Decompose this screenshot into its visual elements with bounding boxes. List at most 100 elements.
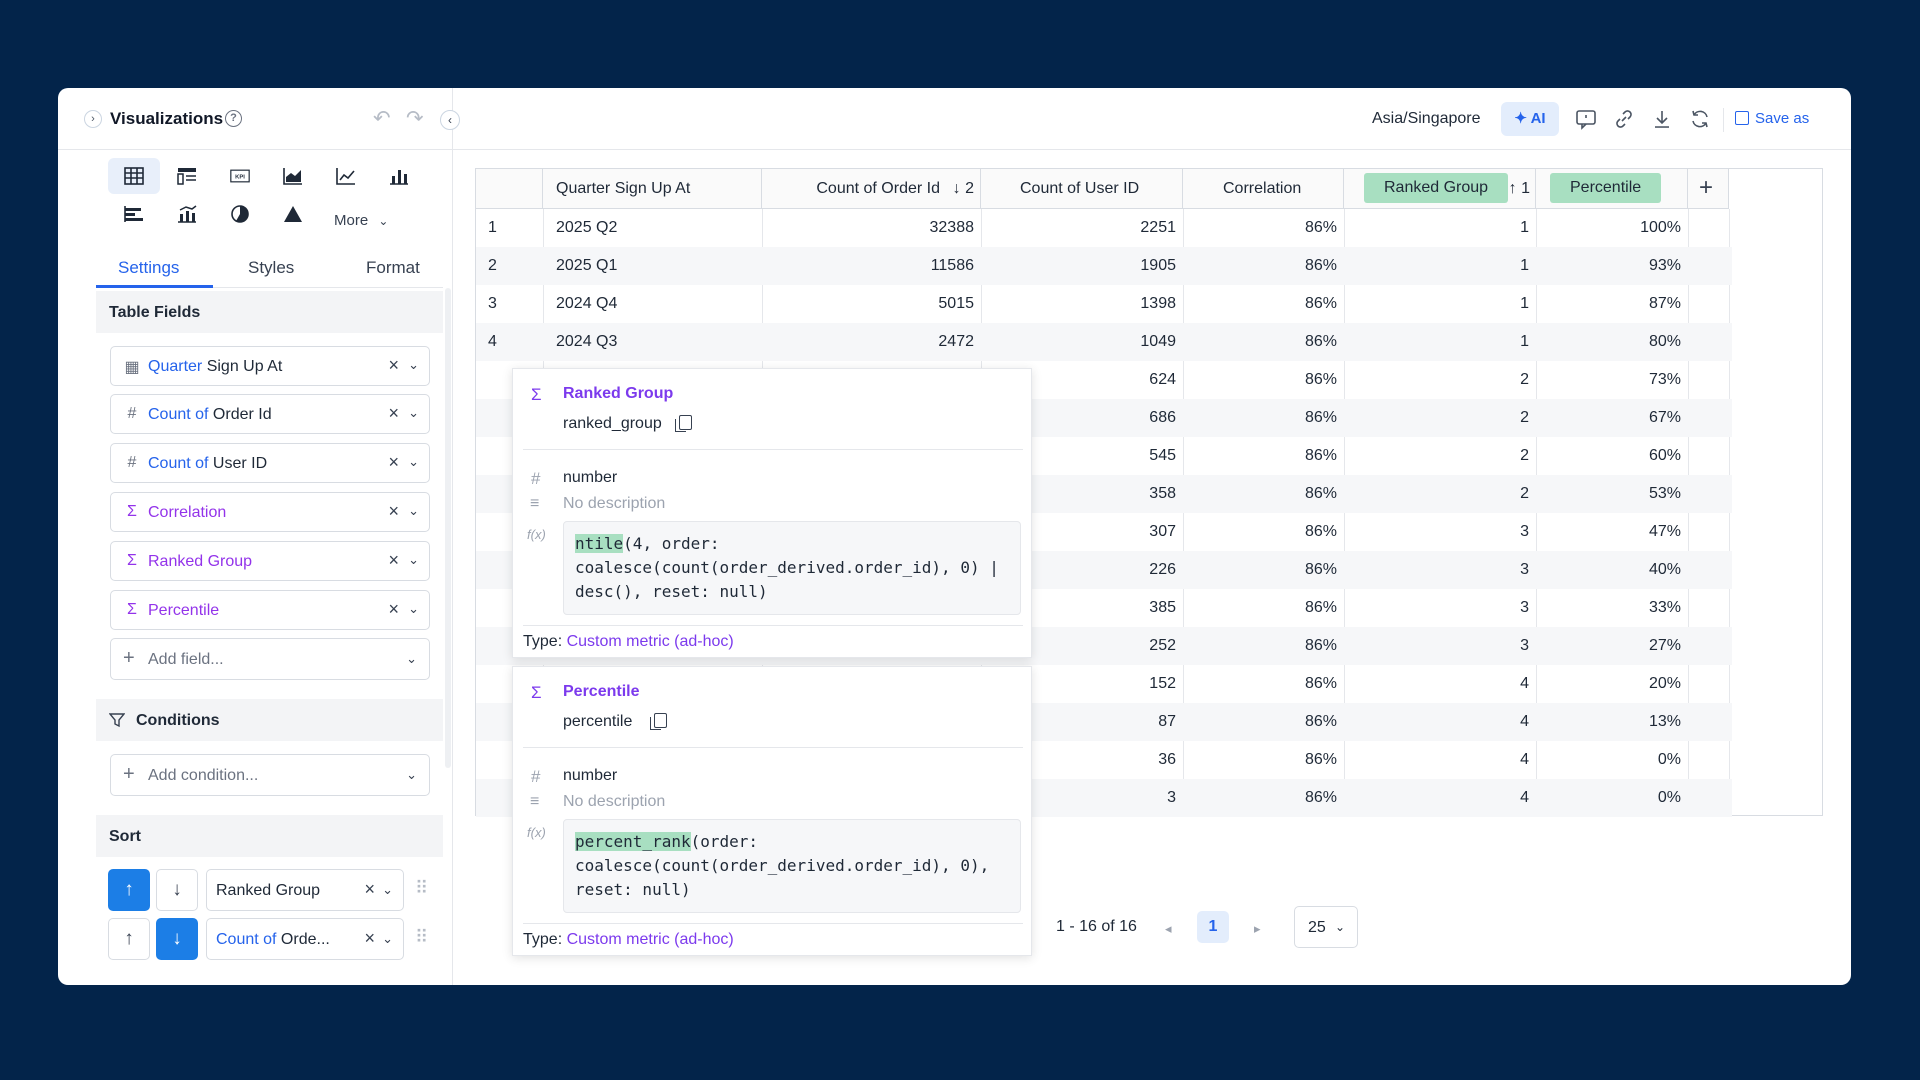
toolbar-divider — [1723, 108, 1724, 132]
header-percentile[interactable]: Percentile — [1536, 169, 1688, 209]
drag-handle-icon[interactable]: ⠿ — [415, 927, 428, 947]
timezone-selector[interactable]: Asia/Singapore — [1372, 110, 1481, 127]
table-cell: 20% — [1648, 675, 1681, 692]
header-correlation[interactable]: Correlation — [1183, 169, 1344, 209]
header-label: Count of User ID — [1020, 180, 1140, 197]
remove-sort-icon[interactable]: × — [364, 928, 375, 948]
header-label: Ranked Group — [1364, 173, 1509, 203]
horizontal-bar-viz-icon[interactable] — [108, 196, 160, 232]
tab-settings[interactable]: Settings — [118, 258, 180, 277]
page-number-button[interactable]: 1 — [1197, 911, 1229, 943]
link-icon[interactable] — [1613, 108, 1635, 130]
remove-field-icon[interactable]: × — [388, 355, 399, 375]
header-ranked-group[interactable]: Ranked Group ↑ 1 — [1344, 169, 1536, 209]
download-icon[interactable] — [1651, 108, 1673, 130]
table-cell: 2251 — [1140, 219, 1176, 236]
plus-icon: + — [1699, 174, 1714, 201]
percentile-popover: Σ Percentile percentile # number ≡ No de… — [512, 666, 1032, 956]
undo-icon[interactable]: ↶ — [373, 107, 391, 130]
chevron-down-icon[interactable]: ⌄ — [382, 882, 393, 897]
tab-styles[interactable]: Styles — [248, 258, 295, 277]
more-viz-button[interactable]: More ⌄ — [334, 212, 388, 229]
chevron-down-icon[interactable]: ⌄ — [382, 931, 393, 946]
remove-field-icon[interactable]: × — [388, 599, 399, 619]
kpi-viz-icon[interactable]: KPI — [214, 158, 266, 194]
add-condition-select[interactable]: + Add condition... ⌄ — [110, 754, 430, 796]
remove-field-icon[interactable]: × — [388, 501, 399, 521]
chevron-down-icon[interactable]: ⌄ — [408, 454, 419, 469]
field-percentile[interactable]: Σ Percentile × ⌄ — [110, 590, 430, 630]
add-column-button[interactable]: + — [1688, 169, 1729, 209]
area-chart-viz-icon[interactable] — [267, 158, 319, 194]
redo-icon[interactable]: ↷ — [406, 107, 424, 130]
pivot-viz-icon[interactable] — [161, 158, 213, 194]
ai-button[interactable]: ✦ AI — [1501, 102, 1559, 136]
table-row: 36 86% 4 0% — [476, 741, 1732, 779]
next-page-icon[interactable]: ▸ — [1254, 921, 1261, 936]
add-field-select[interactable]: + Add field... ⌄ — [110, 638, 430, 680]
tab-format[interactable]: Format — [366, 258, 420, 277]
table-cell: 252 — [1149, 637, 1176, 654]
copy-icon[interactable] — [650, 713, 667, 730]
sort-field-count-of-order-id[interactable]: Count of Orde... × ⌄ — [206, 918, 404, 960]
sort-field-prefix: Count of — [216, 931, 277, 948]
chevron-down-icon[interactable]: ⌄ — [408, 405, 419, 420]
remove-field-icon[interactable]: × — [388, 452, 399, 472]
sort-descending-button[interactable]: ↓ — [156, 869, 198, 911]
prev-page-icon[interactable]: ◂ — [1165, 921, 1172, 936]
table-cell: 3 — [488, 295, 497, 312]
chevron-down-icon[interactable]: ⌄ — [408, 503, 419, 518]
drag-handle-icon[interactable]: ⠿ — [415, 878, 428, 898]
chevron-down-icon[interactable]: ⌄ — [408, 552, 419, 567]
pie-chart-viz-icon[interactable] — [214, 196, 266, 232]
header-quarter-sign-up-at[interactable]: Quarter Sign Up At — [543, 169, 762, 209]
bar-chart-viz-icon[interactable] — [373, 158, 425, 194]
table-cell: 86% — [1304, 219, 1337, 236]
chevron-down-icon[interactable]: ⌄ — [408, 357, 419, 372]
sort-ascending-button[interactable]: ↑ — [108, 869, 150, 911]
line-chart-viz-icon[interactable] — [320, 158, 372, 194]
chevron-down-icon[interactable]: ⌄ — [408, 601, 419, 616]
plus-icon: + — [123, 763, 135, 785]
table-viz-icon[interactable] — [108, 158, 160, 194]
header-count-of-user-id[interactable]: Count of User ID — [981, 169, 1183, 209]
refresh-icon[interactable] — [1689, 108, 1711, 130]
remove-field-icon[interactable]: × — [388, 550, 399, 570]
field-quarter-sign-up-at[interactable]: ▦ Quarter Sign Up At × ⌄ — [110, 346, 430, 386]
table-cell: 73% — [1648, 371, 1681, 388]
sort-field-ranked-group[interactable]: Ranked Group × ⌄ — [206, 869, 404, 911]
hash-icon: # — [531, 767, 541, 786]
field-count-of-user-id[interactable]: # Count of User ID × ⌄ — [110, 443, 430, 483]
funnel-viz-icon[interactable] — [267, 196, 319, 232]
sort-descending-button[interactable]: ↓ — [156, 918, 198, 960]
comment-icon[interactable] — [1575, 108, 1597, 130]
field-ranked-group[interactable]: Σ Ranked Group × ⌄ — [110, 541, 430, 581]
expand-chevron-icon[interactable]: › — [84, 110, 102, 128]
table-cell: 80% — [1648, 333, 1681, 350]
table-cell: 1 — [1520, 295, 1529, 312]
formula-body: (order: coalesce(count(order_derived.ord… — [575, 832, 990, 899]
header-count-of-order-id[interactable]: Count of Order Id ↓ 2 — [762, 169, 981, 209]
page-size-select[interactable]: 25 ⌄ — [1294, 906, 1358, 948]
collapse-panel-icon[interactable]: ‹ — [440, 110, 460, 130]
divider — [523, 923, 1023, 924]
sort-indicator: ↓ 2 — [952, 180, 974, 197]
table-row: 2 2025 Q1 11586 1905 86% 1 93% — [476, 247, 1732, 285]
metric-kind[interactable]: Custom metric (ad-hoc) — [566, 931, 734, 948]
copy-icon[interactable] — [675, 415, 692, 432]
metric-kind[interactable]: Custom metric (ad-hoc) — [566, 633, 734, 650]
hash-icon: # — [127, 405, 137, 422]
type-prefix: Type: — [523, 931, 567, 948]
panel-scrollbar[interactable] — [445, 288, 451, 768]
combo-chart-viz-icon[interactable] — [161, 196, 213, 232]
field-label: Ranked Group — [148, 553, 253, 570]
remove-field-icon[interactable]: × — [388, 403, 399, 423]
remove-sort-icon[interactable]: × — [364, 879, 375, 899]
metric-description: No description — [563, 793, 666, 810]
save-as-button[interactable]: Save as — [1735, 110, 1809, 127]
sort-ascending-button[interactable]: ↑ — [108, 918, 150, 960]
field-correlation[interactable]: Σ Correlation × ⌄ — [110, 492, 430, 532]
help-icon[interactable]: ? — [225, 110, 242, 127]
column-divider — [1688, 209, 1689, 817]
field-count-of-order-id[interactable]: # Count of Order Id × ⌄ — [110, 394, 430, 434]
